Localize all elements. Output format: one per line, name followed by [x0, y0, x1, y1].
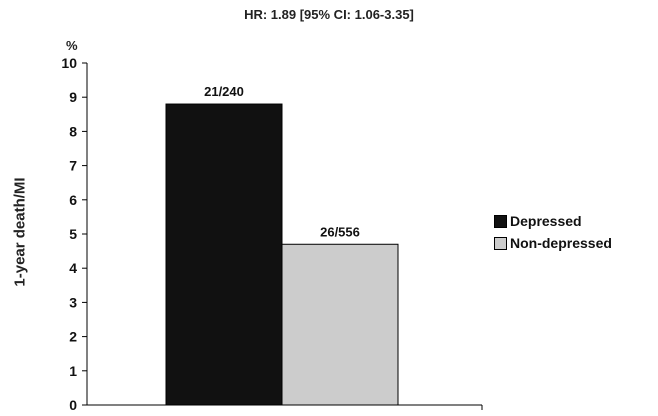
data-label-non-depressed: 26/556 [320, 224, 360, 239]
chart-title: HR: 1.89 [95% CI: 1.06-3.35] [244, 7, 414, 22]
bar-depressed [165, 103, 283, 406]
bar-non-depressed [281, 243, 399, 406]
y-tick-label-9: 9 [69, 89, 77, 105]
y-tick-label-5: 5 [69, 226, 77, 242]
y-tick-label-0: 0 [69, 397, 77, 413]
y-tick-label-4: 4 [69, 260, 77, 276]
legend-label-non-depressed: Non-depressed [510, 235, 612, 251]
legend-swatch-non-depressed [494, 236, 507, 250]
y-axis-unit: % [66, 38, 78, 53]
y-tick-label-8: 8 [69, 123, 77, 139]
legend-label-depressed: Depressed [510, 213, 582, 229]
legend-item-depressed: Depressed [494, 210, 612, 232]
y-tick-label-10: 10 [61, 55, 77, 71]
legend-swatch-depressed [494, 214, 507, 228]
y-tick-label-1: 1 [69, 363, 77, 379]
legend-item-non-depressed: Non-depressed [494, 232, 612, 254]
legend: Depressed Non-depressed [494, 210, 612, 254]
data-label-depressed: 21/240 [204, 84, 244, 99]
y-tick-label-7: 7 [69, 158, 77, 174]
y-tick-label-2: 2 [69, 329, 77, 345]
y-tick-label-6: 6 [69, 192, 77, 208]
y-tick-label-3: 3 [69, 294, 77, 310]
